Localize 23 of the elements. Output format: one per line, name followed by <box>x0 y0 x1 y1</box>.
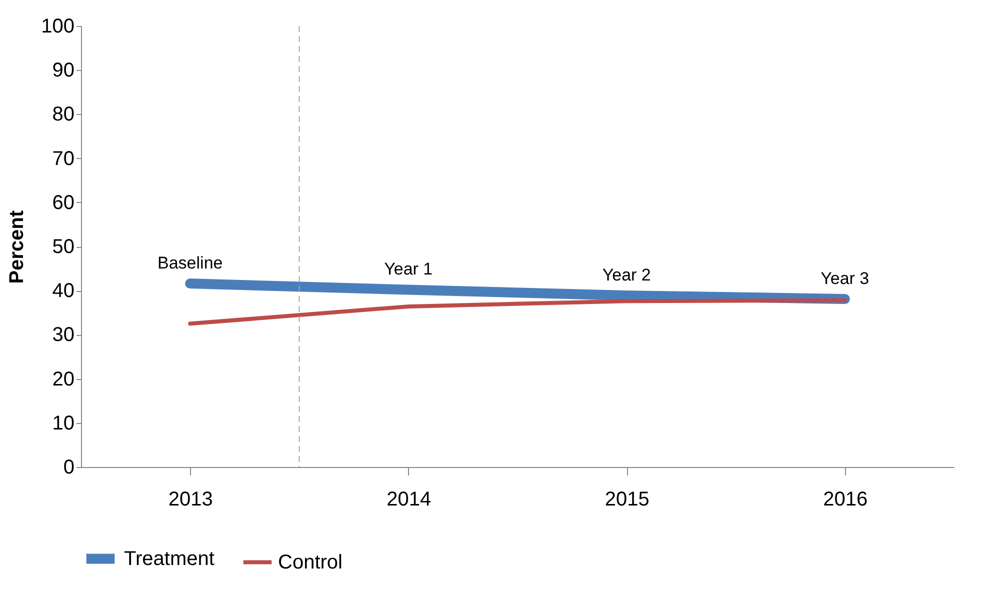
x-tick-label: 2014 <box>386 488 432 510</box>
annotation: Baseline <box>158 254 223 273</box>
y-tick-label: 10 <box>52 412 74 434</box>
line-series <box>188 298 847 326</box>
annotation: Year 3 <box>820 268 870 288</box>
y-tick-label: 60 <box>52 192 74 214</box>
annotation: Year 1 <box>384 260 433 279</box>
y-tick-label: 90 <box>52 60 74 82</box>
y-tick-label: 0 <box>63 456 74 478</box>
y-tick-label: 40 <box>52 280 74 302</box>
y-axis-title: Percent <box>6 210 28 284</box>
legend-label: Control <box>278 551 342 574</box>
annotation: Year 2 <box>602 265 651 284</box>
y-tick-label: 20 <box>52 368 74 390</box>
y-tick-label: 70 <box>52 148 74 170</box>
y-tick-label: 80 <box>52 104 74 126</box>
legend-label: Treatment <box>124 548 215 570</box>
y-tick-label: 30 <box>52 324 74 346</box>
y-tick-label: 50 <box>52 236 74 258</box>
x-tick-label: 2015 <box>604 488 650 510</box>
x-tick-label: 2013 <box>168 488 213 510</box>
y-tick-label: 100 <box>41 16 74 38</box>
x-tick-label: 2016 <box>823 488 868 510</box>
